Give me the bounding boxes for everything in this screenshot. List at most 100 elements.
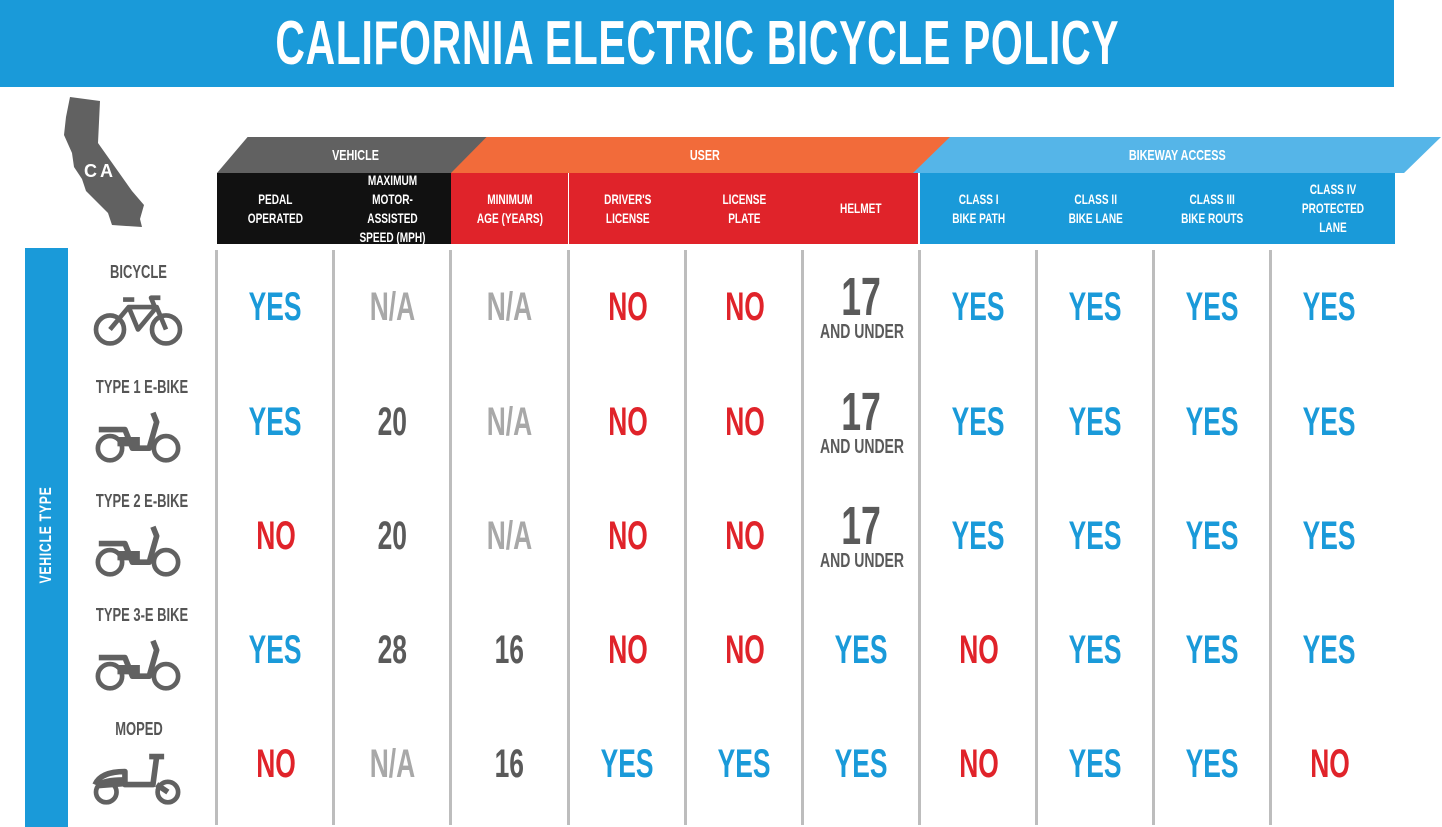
table-cell: YES	[920, 365, 1037, 479]
cell-value: NO	[255, 514, 296, 558]
column-header: DRIVER'S LICENSE	[569, 173, 686, 244]
cell-subtext: AND UNDER	[819, 321, 904, 343]
table-cell: NO	[686, 365, 803, 479]
table-cell: 17 AND UNDER	[803, 250, 920, 364]
row-label-text: MOPED	[115, 719, 163, 739]
row-label-text: BICYCLE	[110, 262, 168, 282]
ebike-icon	[95, 411, 181, 463]
cell-value: NO	[958, 742, 999, 786]
table-cell: YES	[1154, 707, 1271, 821]
group-banner-label: BIKEWAY ACCESS	[1128, 146, 1226, 164]
table-cell: YES	[1037, 593, 1154, 707]
cell-value: 28	[377, 628, 408, 672]
column-divider	[567, 250, 570, 825]
cell-value: YES	[1186, 628, 1239, 672]
cell-value: YES	[952, 285, 1005, 329]
column-header-label: CLASS III BIKE ROUTS	[1181, 190, 1244, 226]
table-cell: N/A	[451, 365, 568, 479]
column-header-label: HELMET	[839, 200, 882, 216]
column-header-label: DRIVER'S LICENSE	[603, 190, 652, 226]
column-header: LICENSE PLATE	[686, 173, 803, 244]
cell-value: N/A	[369, 285, 416, 329]
table-cell: NO	[686, 479, 803, 593]
table-cell: YES	[1037, 479, 1154, 593]
table-cell: YES	[1271, 250, 1388, 364]
cell-value: N/A	[486, 400, 533, 444]
table-cell: 20	[334, 365, 451, 479]
cell-value: NO	[607, 400, 648, 444]
table-cell: N/A	[334, 250, 451, 364]
row-label: TYPE 3-E BIKE	[78, 605, 200, 626]
table-cell: YES	[1037, 365, 1154, 479]
table-cell: NO	[1271, 707, 1388, 821]
column-header-label: CLASS II BIKE LANE	[1068, 190, 1123, 226]
column-divider	[215, 250, 218, 825]
column-divider	[1152, 250, 1155, 825]
column-header-label: CLASS IV PROTECTED LANE	[1301, 181, 1365, 235]
column-header: HELMET	[803, 173, 918, 244]
table-cell: NO	[686, 250, 803, 364]
moped-icon	[92, 753, 181, 805]
column-header-label: MINIMUM AGE (YEARS)	[476, 190, 543, 226]
column-divider	[1269, 250, 1272, 825]
bicycle-icon	[93, 295, 183, 346]
california-map-icon	[64, 97, 144, 227]
cell-value: 20	[377, 400, 408, 444]
table-cell: NO	[686, 593, 803, 707]
column-divider	[801, 250, 804, 825]
cell-value: NO	[724, 285, 765, 329]
group-banner-label: VEHICLE	[332, 146, 380, 164]
table-cell: YES	[803, 707, 920, 821]
cell-value: YES	[1069, 285, 1122, 329]
column-divider	[332, 250, 335, 825]
table-cell: YES	[920, 250, 1037, 364]
table-cell: 16	[451, 707, 568, 821]
cell-value: YES	[249, 285, 302, 329]
cell-value: YES	[1069, 742, 1122, 786]
table-cell: NO	[920, 707, 1037, 821]
cell-value: YES	[835, 742, 888, 786]
group-banner-user: USER	[451, 137, 959, 173]
table-cell: YES	[217, 250, 334, 364]
column-header-label: PEDAL OPERATED	[247, 190, 304, 226]
cell-value: YES	[1303, 514, 1356, 558]
cell-value: YES	[1069, 400, 1122, 444]
table-cell: NO	[920, 593, 1037, 707]
row-label: TYPE 2 E-BIKE	[78, 491, 200, 512]
cell-value: YES	[952, 514, 1005, 558]
cell-value: YES	[601, 742, 654, 786]
column-header: CLASS III BIKE ROUTS	[1154, 173, 1271, 244]
table-cell: 17 AND UNDER	[803, 365, 920, 479]
table-cell: YES	[569, 707, 686, 821]
table-cell: YES	[1154, 250, 1271, 364]
column-header: MINIMUM AGE (YEARS)	[451, 173, 568, 244]
cell-value: NO	[607, 285, 648, 329]
page-title: CALIFORNIA ELECTRIC BICYCLE POLICY	[275, 9, 1119, 78]
table-cell: NO	[569, 593, 686, 707]
cell-value: 20	[377, 514, 408, 558]
table-cell: YES	[1154, 365, 1271, 479]
table-cell: YES	[1154, 479, 1271, 593]
table-cell: YES	[1271, 479, 1388, 593]
table-cell: NO	[569, 479, 686, 593]
cell-value: NO	[607, 514, 648, 558]
cell-value: 16	[494, 742, 525, 786]
table-cell: YES	[803, 593, 920, 707]
title-bar: CALIFORNIA ELECTRIC BICYCLE POLICY	[0, 0, 1394, 87]
cell-value: 16	[494, 628, 525, 672]
vehicle-type-bar	[25, 248, 68, 827]
vehicle-type-label: VEHICLE TYPE	[36, 486, 55, 584]
table-cell: NO	[569, 365, 686, 479]
table-cell: 28	[334, 593, 451, 707]
table-cell: YES	[1271, 593, 1388, 707]
cell-value: NO	[724, 628, 765, 672]
cell-value: YES	[952, 400, 1005, 444]
table-cell: YES	[1154, 593, 1271, 707]
row-label-text: TYPE 3-E BIKE	[95, 605, 189, 625]
row-label-text: TYPE 2 E-BIKE	[95, 491, 189, 511]
cell-value: YES	[1186, 400, 1239, 444]
ebike-icon	[95, 525, 181, 577]
table-cell: 17 AND UNDER	[803, 479, 920, 593]
table-cell: YES	[686, 707, 803, 821]
cell-value: YES	[718, 742, 771, 786]
